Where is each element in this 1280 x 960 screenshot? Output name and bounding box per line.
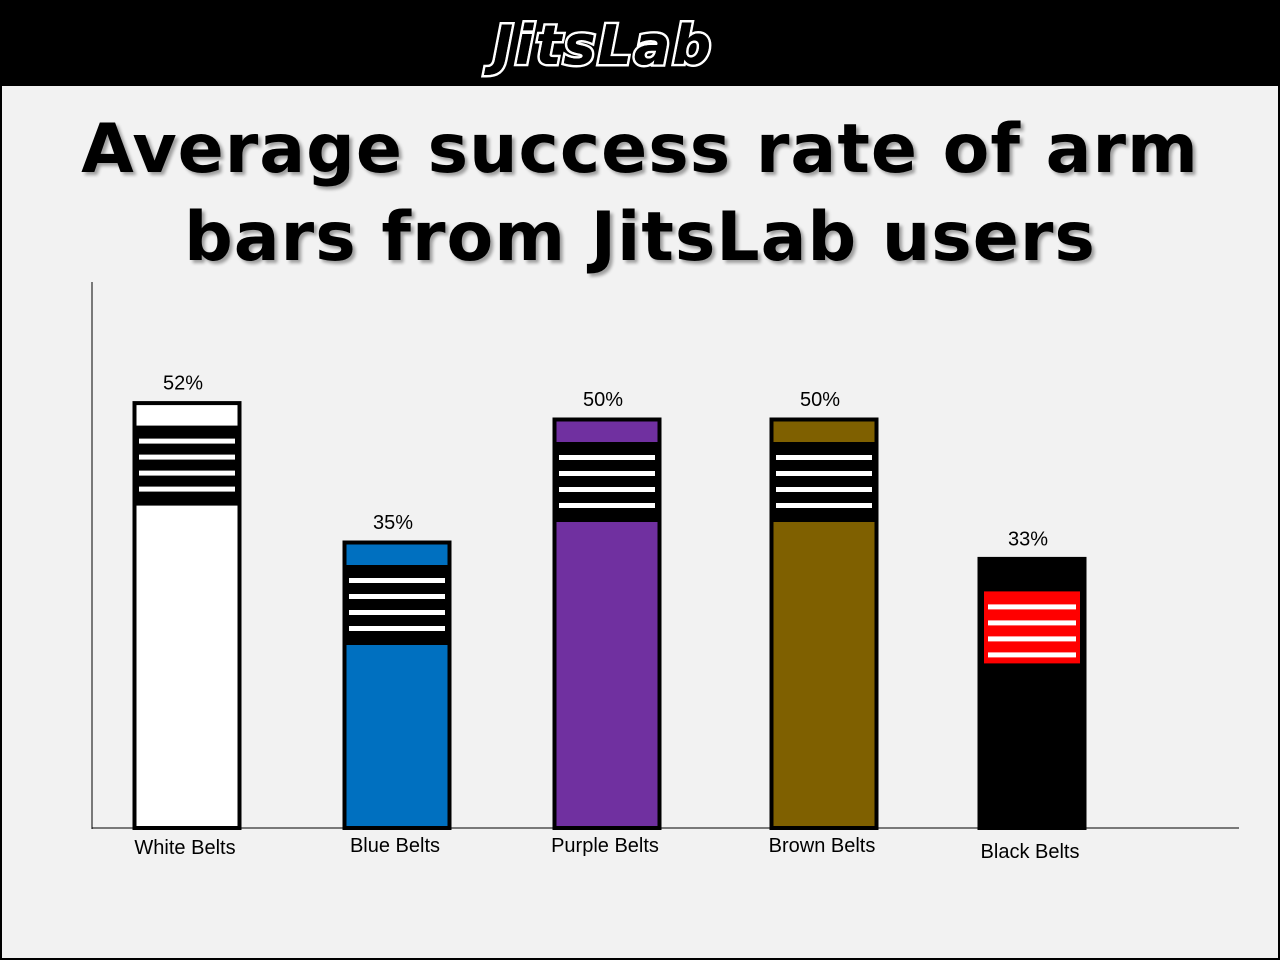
belt-stripe-line [776, 471, 872, 476]
chart-title: Average success rate of arm bars from Ji… [81, 110, 1199, 277]
belt-stripe-line [776, 503, 872, 508]
header-bar: JitsLab JitsLab [0, 0, 1280, 86]
tick-label-black-belts: Black Belts [981, 841, 1080, 863]
belt-stripe-line [776, 455, 872, 460]
data-label-white-belts: 52% [163, 373, 203, 395]
belt-stripe-band [345, 565, 449, 645]
bar-white-belts [132, 401, 242, 830]
belt-stripe-band [984, 591, 1080, 664]
belt-stripe-line [776, 487, 872, 492]
tick-label-brown-belts: Brown Belts [769, 835, 876, 857]
belt-stripe-line [559, 503, 655, 508]
bar-black-belts [977, 556, 1087, 831]
logo-text-fill: JitsLab [484, 14, 713, 77]
logo-text: JitsLab [484, 14, 713, 77]
data-label-brown-belts: 50% [800, 389, 840, 411]
belt-stripe-band [772, 442, 876, 522]
belt-stripe-band [555, 442, 659, 522]
belt-stripe-line [139, 486, 235, 492]
tick-label-blue-belts: Blue Belts [350, 835, 440, 857]
belt-stripe-line [349, 610, 445, 615]
belt-stripe-line [139, 454, 235, 460]
bar-blue-belts [342, 540, 452, 830]
belt-stripe-band [135, 425, 239, 506]
belt-stripe-line [988, 620, 1076, 626]
belt-stripe-line [988, 636, 1076, 642]
belt-stripe-line [559, 455, 655, 460]
tick-label-purple-belts: Purple Belts [551, 835, 659, 857]
belt-stripe-line [349, 626, 445, 631]
data-label-blue-belts: 35% [373, 512, 413, 534]
bar-purple-belts [552, 417, 662, 830]
bar-brown-belts [769, 417, 879, 830]
brand-logo: JitsLab JitsLab [481, 12, 713, 80]
belt-stripe-line [139, 438, 235, 444]
tick-label-white-belts: White Belts [134, 837, 235, 859]
belt-stripe-line [988, 604, 1076, 610]
data-label-black-belts: 33% [1008, 528, 1048, 550]
belt-stripe-line [139, 470, 235, 476]
belt-stripe-line [559, 487, 655, 492]
data-label-purple-belts: 50% [583, 389, 623, 411]
belt-stripe-line [349, 594, 445, 599]
belt-stripe-line [559, 471, 655, 476]
belt-stripe-line [349, 578, 445, 583]
belt-stripe-line [988, 652, 1076, 658]
